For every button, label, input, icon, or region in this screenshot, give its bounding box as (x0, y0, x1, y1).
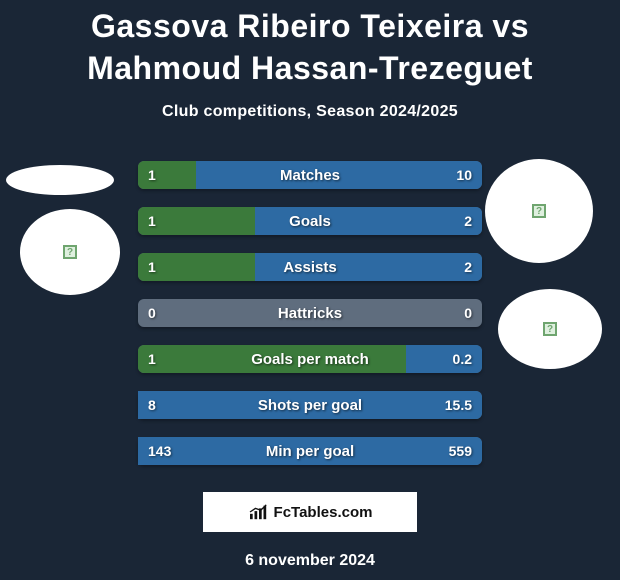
placeholder-icon: ? (63, 245, 77, 259)
placeholder-icon: ? (543, 322, 557, 336)
stat-label: Shots per goal (138, 397, 482, 414)
stat-label: Goals (138, 213, 482, 230)
stat-label: Hattricks (138, 305, 482, 322)
subtitle: Club competitions, Season 2024/2025 (0, 103, 620, 121)
stat-row: 110Matches (138, 161, 482, 189)
stat-row: 00Hattricks (138, 299, 482, 327)
comparison-date: 6 november 2024 (0, 552, 620, 570)
player-right-bottom-avatar: ? (498, 289, 602, 369)
player-left-avatar: ? (20, 209, 120, 295)
stat-bars: 110Matches 12Goals 12Assists 00Hattricks 10.… (138, 161, 482, 483)
chart-icon (248, 503, 270, 521)
stat-row: 815.5Shots per goal (138, 391, 482, 419)
stat-row: 143559Min per goal (138, 437, 482, 465)
site-logo-panel[interactable]: FcTables.com (203, 492, 417, 532)
stat-row: 12Assists (138, 253, 482, 281)
stat-row: 12Goals (138, 207, 482, 235)
stat-label: Min per goal (138, 443, 482, 460)
stat-label: Matches (138, 167, 482, 184)
stat-label: Goals per match (138, 351, 482, 368)
logo-text: FcTables.com (274, 504, 373, 521)
player-right-top-avatar: ? (485, 159, 593, 263)
page-title: Gassova Ribeiro Teixeira vs Mahmoud Hass… (0, 0, 620, 89)
stat-row: 10.2Goals per match (138, 345, 482, 373)
player-left-ellipse (6, 165, 114, 195)
comparison-content: ? ? ? 110Matches 12Goals 12Assists 00Hattri… (0, 149, 620, 489)
stat-label: Assists (138, 259, 482, 276)
placeholder-icon: ? (532, 204, 546, 218)
